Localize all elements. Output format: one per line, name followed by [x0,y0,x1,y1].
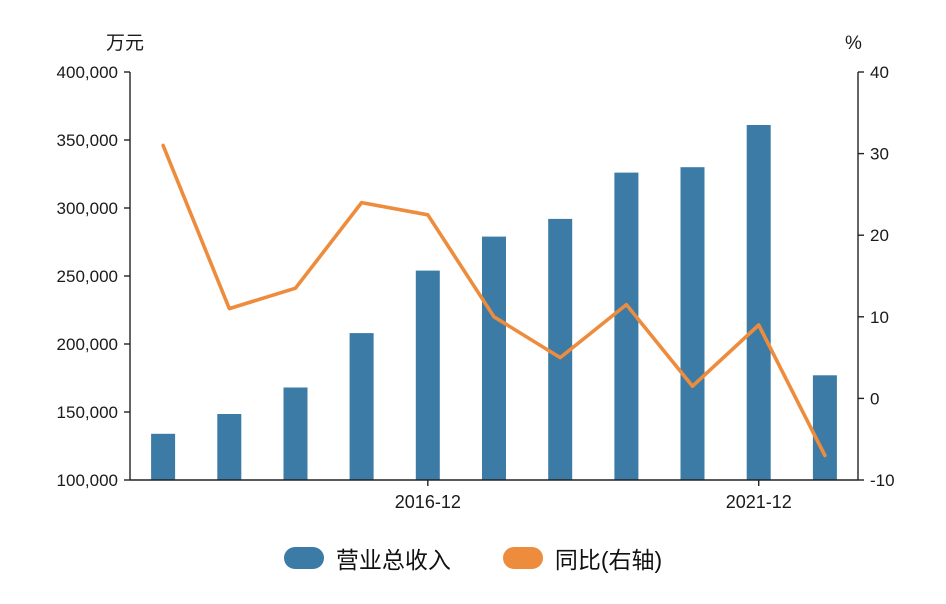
legend-swatch-revenue [283,547,324,569]
left-axis-tick-label: 200,000 [57,335,118,354]
revenue-bar[interactable] [614,172,639,480]
left-axis-tick-label: 150,000 [57,403,118,422]
revenue-bar[interactable] [217,414,242,480]
left-axis-tick-label: 350,000 [57,131,118,150]
revenue-bar[interactable] [283,387,308,481]
right-axis-tick-label: 0 [870,389,879,408]
revenue-bar[interactable] [415,270,440,480]
revenue-bar[interactable] [746,125,771,480]
left-axis-tick-label: 100,000 [57,471,118,490]
left-axis-tick-label: 400,000 [57,63,118,82]
revenue-bar[interactable] [812,375,837,480]
legend-label-yoy: 同比(右轴) [554,547,663,573]
right-axis-tick-label: 10 [870,308,889,327]
right-axis-tick-label: 40 [870,63,889,82]
legend-item-yoy[interactable]: 同比(右轴) [502,541,663,575]
yoy-line[interactable] [161,143,827,458]
right-axis-tick-label: 20 [870,226,889,245]
right-axis-tick-label: -10 [870,471,895,490]
right-axis-unit-label: % [845,33,862,54]
revenue-bar[interactable] [482,236,506,480]
legend-item-revenue[interactable]: 营业总收入 [283,541,451,575]
right-axis-tick-label: 30 [870,145,889,164]
left-axis-unit-label: 万元 [106,33,145,54]
revenue-bar[interactable] [151,433,176,480]
revenue-bar[interactable] [349,333,374,480]
revenue-bar[interactable] [680,167,705,480]
plot-area: 100,000 150,000 200,000 250,000 300,000 350,0… [57,63,895,512]
chart-legend: 营业总收入 同比(右轴) [0,541,946,575]
left-axis-tick-label: 300,000 [57,199,118,218]
legend-label-revenue: 营业总收入 [335,547,451,573]
x-axis-tick-label: 2016-12 [395,492,461,512]
left-axis-tick-label: 250,000 [57,267,118,286]
x-axis-tick-label: 2021-12 [726,492,792,512]
legend-swatch-yoy [502,547,543,569]
